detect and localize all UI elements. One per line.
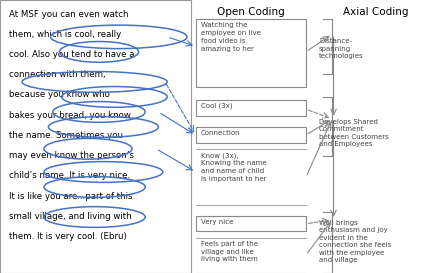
Text: It is like you are...part of this: It is like you are...part of this [9, 192, 132, 201]
Text: Connection: Connection [201, 130, 241, 136]
FancyBboxPatch shape [196, 127, 306, 143]
Text: Distance-
spanning
technologies: Distance- spanning technologies [319, 38, 363, 59]
Text: Axial Coding: Axial Coding [344, 7, 409, 17]
Text: Very nice: Very nice [201, 219, 234, 225]
Text: bakes your bread, you know: bakes your bread, you know [9, 111, 131, 120]
Text: may even know the person’s: may even know the person’s [9, 151, 134, 160]
FancyBboxPatch shape [196, 100, 306, 116]
Text: Feels part of the
village and like
living with them: Feels part of the village and like livin… [201, 241, 258, 262]
FancyBboxPatch shape [196, 216, 306, 231]
Text: Cool (3x): Cool (3x) [201, 103, 233, 109]
Text: small village, and living with: small village, and living with [9, 212, 132, 221]
Text: cool. Also you tend to have a: cool. Also you tend to have a [9, 50, 134, 59]
Text: them, which is cool, really: them, which is cool, really [9, 30, 121, 39]
Text: the name. Sometimes you: the name. Sometimes you [9, 131, 123, 140]
Text: child’s name. It is very nice.: child’s name. It is very nice. [9, 171, 130, 180]
Text: Know (3x),
Knowing the name
and name of child
is important to her: Know (3x), Knowing the name and name of … [201, 152, 267, 182]
Text: Open Coding: Open Coding [217, 7, 285, 17]
Text: At MSF you can even watch: At MSF you can even watch [9, 10, 128, 19]
Text: Develops Shared
Commitment
between Customers
and Employees: Develops Shared Commitment between Custo… [319, 119, 389, 147]
Text: connection with them,: connection with them, [9, 70, 106, 79]
Text: Well brings
enthusiasm and joy
evident in the
connection she feels
with the empl: Well brings enthusiasm and joy evident i… [319, 220, 391, 263]
FancyBboxPatch shape [0, 0, 191, 273]
FancyBboxPatch shape [196, 19, 306, 87]
Text: them. It is very cool. (Ebru): them. It is very cool. (Ebru) [9, 232, 127, 241]
Text: Watching the
employee on live
food video is
amazing to her: Watching the employee on live food video… [201, 22, 261, 52]
Text: because you know who: because you know who [9, 90, 110, 99]
